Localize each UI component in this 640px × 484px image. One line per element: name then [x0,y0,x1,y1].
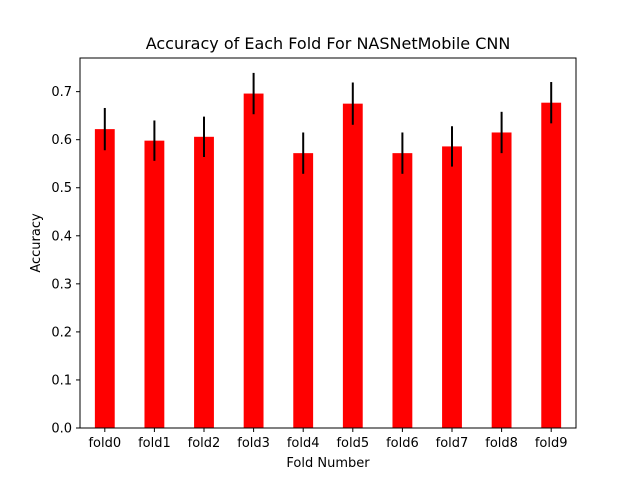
x-tick-label-fold8: fold8 [485,436,518,451]
y-tick-label: 0.7 [51,85,72,100]
y-axis-label: Accuracy [29,213,44,273]
x-tick-label-fold9: fold9 [535,436,568,451]
y-tick-label: 0.1 [51,373,72,388]
x-tick-label-fold6: fold6 [386,436,419,451]
y-axis: 0.0 0.1 0.2 0.3 0.4 0.5 0.6 0.7 [51,85,80,437]
plot-area-frame [79,57,577,429]
bar-fold1 [144,140,165,428]
bar-fold7 [442,146,462,428]
bar-fold5 [342,103,363,428]
bar-fold0 [94,129,115,428]
bar-fold6 [392,153,413,428]
y-tick-label: 0.3 [51,277,72,292]
x-axis: fold0 fold1 fold2 fold3 fold4 fold5 fold6 fold7… [88,428,568,451]
y-tick-label: 0.0 [51,422,72,437]
x-tick-label-fold0: fold0 [88,436,121,451]
bar-fold9 [541,102,562,429]
x-tick-label-fold5: fold5 [336,436,369,451]
bar-fold3 [243,93,264,428]
x-tick-label-fold2: fold2 [188,436,221,451]
x-axis-label: Fold Number [286,456,370,471]
x-tick-label-fold1: fold1 [138,436,171,451]
y-tick-label: 0.6 [51,133,72,148]
error-bars-layer [103,72,553,174]
y-tick-label: 0.2 [51,325,72,340]
x-tick-label-fold4: fold4 [287,436,320,451]
x-tick-label-fold7: fold7 [436,436,469,451]
bars-layer [94,93,562,429]
bar-fold4 [293,153,314,428]
chart-title: Accuracy of Each Fold For NASNetMobile C… [146,34,511,53]
y-tick-label: 0.4 [51,229,72,244]
x-tick-label-fold3: fold3 [237,436,270,451]
y-tick-label: 0.5 [51,181,72,196]
bar-fold2 [194,136,214,429]
bar-fold8 [491,132,512,428]
